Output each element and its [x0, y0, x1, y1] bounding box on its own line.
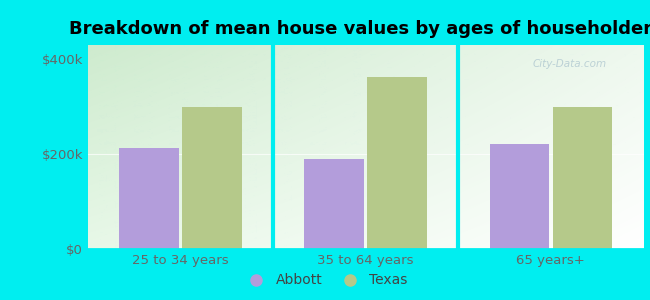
Bar	[304, 159, 364, 249]
Bar	[552, 107, 612, 249]
Title: Breakdown of mean house values by ages of householders: Breakdown of mean house values by ages o…	[69, 20, 650, 38]
Text: City-Data.com: City-Data.com	[532, 59, 606, 69]
Bar	[182, 107, 242, 249]
Bar	[489, 144, 549, 249]
Bar	[367, 77, 427, 249]
Bar	[119, 148, 179, 249]
Legend: Abbott, Texas: Abbott, Texas	[237, 268, 413, 293]
